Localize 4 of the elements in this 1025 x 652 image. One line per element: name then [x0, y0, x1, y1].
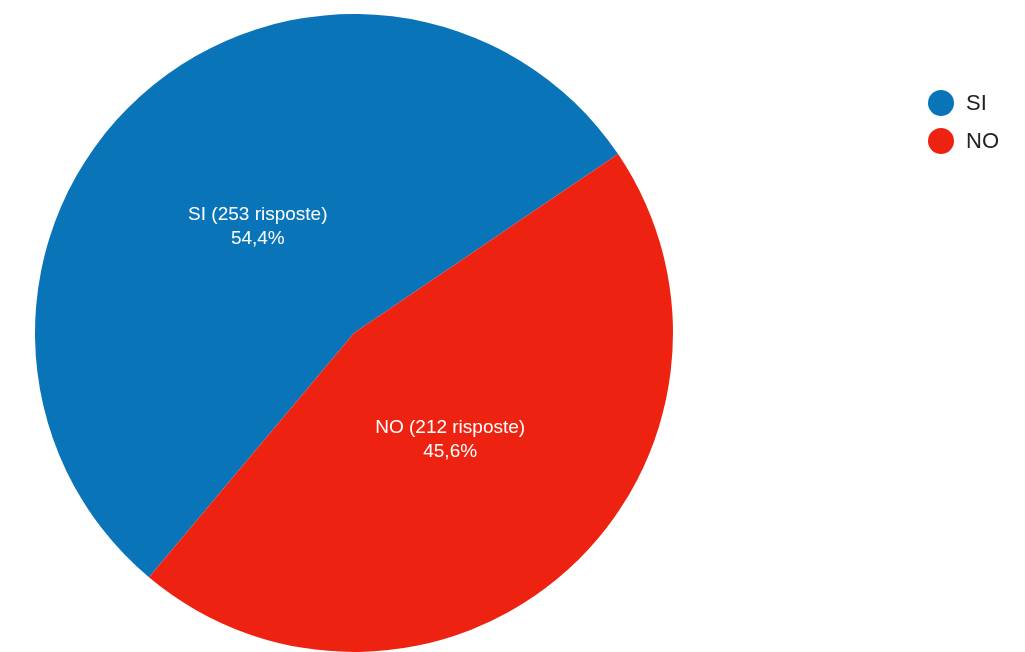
- data-label: NO (212 risposte) 45,6%: [375, 415, 526, 461]
- legend-label: NO: [966, 128, 999, 154]
- legend-label: SI: [966, 90, 987, 116]
- data-label: SI (253 risposte) 54,4%: [188, 202, 328, 248]
